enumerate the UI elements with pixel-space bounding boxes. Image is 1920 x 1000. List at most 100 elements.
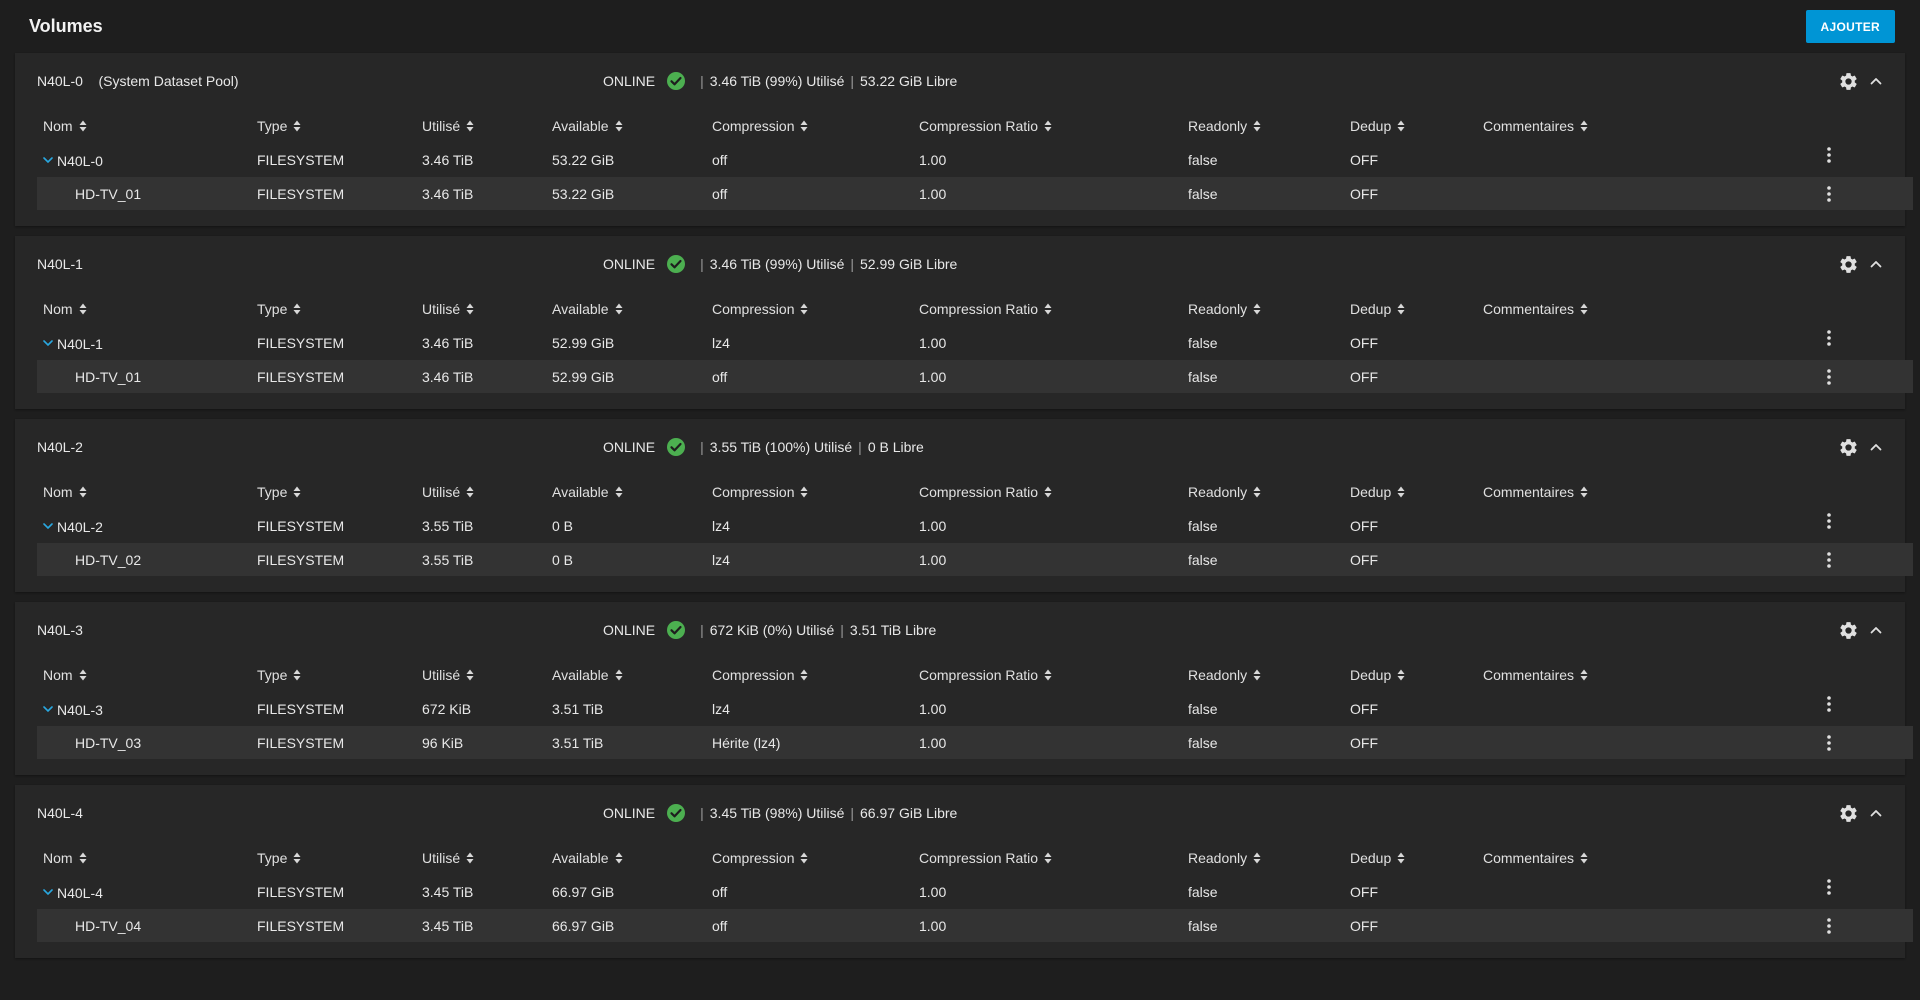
sort-icon[interactable] [800, 668, 808, 681]
column-header-readonly[interactable]: Readonly [1182, 658, 1344, 692]
column-header-type[interactable]: Type [251, 841, 416, 875]
column-header-name[interactable]: Nom [37, 475, 251, 509]
column-header-name[interactable]: Nom [37, 658, 251, 692]
sort-icon[interactable] [1044, 485, 1052, 498]
column-header-name[interactable]: Nom [37, 292, 251, 326]
column-header-used[interactable]: Utilisé [416, 475, 546, 509]
column-header-dedup[interactable]: Dedup [1344, 475, 1477, 509]
sort-icon[interactable] [79, 485, 87, 498]
table-row[interactable]: N40L-4 FILESYSTEM 3.45 TiB 66.97 GiB off 1.00… [37, 875, 1913, 909]
sort-icon[interactable] [1044, 851, 1052, 864]
column-header-comments[interactable]: Commentaires [1477, 841, 1827, 875]
table-row[interactable]: HD-TV_03 FILESYSTEM 96 KiB 3.51 TiB Hérite (… [37, 726, 1913, 759]
sort-icon[interactable] [1580, 119, 1588, 132]
column-header-compression[interactable]: Compression [706, 841, 913, 875]
sort-icon[interactable] [800, 851, 808, 864]
more-vert-icon[interactable] [1827, 369, 1831, 385]
sort-icon[interactable] [293, 851, 301, 864]
column-header-name[interactable]: Nom [37, 841, 251, 875]
column-header-compression-ratio[interactable]: Compression Ratio [913, 658, 1182, 692]
column-header-available[interactable]: Available [546, 292, 706, 326]
gear-icon[interactable] [1838, 803, 1859, 824]
sort-icon[interactable] [615, 119, 623, 132]
column-header-compression-ratio[interactable]: Compression Ratio [913, 292, 1182, 326]
more-vert-icon[interactable] [1827, 513, 1831, 530]
sort-icon[interactable] [1397, 119, 1405, 132]
sort-icon[interactable] [466, 302, 474, 315]
table-row[interactable]: HD-TV_01 FILESYSTEM 3.46 TiB 52.99 GiB off 1.… [37, 360, 1913, 393]
column-header-dedup[interactable]: Dedup [1344, 109, 1477, 143]
sort-icon[interactable] [293, 119, 301, 132]
column-header-readonly[interactable]: Readonly [1182, 292, 1344, 326]
sort-icon[interactable] [800, 302, 808, 315]
chevron-down-icon[interactable] [43, 334, 53, 347]
sort-icon[interactable] [615, 302, 623, 315]
table-row[interactable]: HD-TV_01 FILESYSTEM 3.46 TiB 53.22 GiB off 1.… [37, 177, 1913, 210]
sort-icon[interactable] [1580, 668, 1588, 681]
table-row[interactable]: N40L-2 FILESYSTEM 3.55 TiB 0 B lz4 1.00 false O… [37, 509, 1913, 543]
sort-icon[interactable] [293, 485, 301, 498]
chevron-up-icon[interactable] [1869, 623, 1883, 637]
sort-icon[interactable] [1044, 668, 1052, 681]
more-vert-icon[interactable] [1827, 186, 1831, 202]
chevron-down-icon[interactable] [43, 700, 53, 713]
sort-icon[interactable] [1397, 485, 1405, 498]
column-header-compression-ratio[interactable]: Compression Ratio [913, 109, 1182, 143]
column-header-dedup[interactable]: Dedup [1344, 841, 1477, 875]
column-header-readonly[interactable]: Readonly [1182, 475, 1344, 509]
column-header-comments[interactable]: Commentaires [1477, 292, 1827, 326]
column-header-comments[interactable]: Commentaires [1477, 109, 1827, 143]
chevron-up-icon[interactable] [1869, 74, 1883, 88]
column-header-type[interactable]: Type [251, 475, 416, 509]
sort-icon[interactable] [615, 485, 623, 498]
column-header-type[interactable]: Type [251, 292, 416, 326]
sort-icon[interactable] [1580, 302, 1588, 315]
sort-icon[interactable] [79, 119, 87, 132]
table-row[interactable]: HD-TV_04 FILESYSTEM 3.45 TiB 66.97 GiB off 1.… [37, 909, 1913, 942]
column-header-name[interactable]: Nom [37, 109, 251, 143]
column-header-type[interactable]: Type [251, 658, 416, 692]
column-header-compression[interactable]: Compression [706, 109, 913, 143]
chevron-down-icon[interactable] [43, 883, 53, 896]
sort-icon[interactable] [1044, 302, 1052, 315]
column-header-used[interactable]: Utilisé [416, 658, 546, 692]
table-row[interactable]: N40L-0 FILESYSTEM 3.46 TiB 53.22 GiB off 1.00… [37, 143, 1913, 177]
sort-icon[interactable] [1253, 485, 1261, 498]
sort-icon[interactable] [1580, 485, 1588, 498]
sort-icon[interactable] [615, 851, 623, 864]
chevron-up-icon[interactable] [1869, 806, 1883, 820]
table-row[interactable]: N40L-3 FILESYSTEM 672 KiB 3.51 TiB lz4 1.00 fa… [37, 692, 1913, 726]
sort-icon[interactable] [293, 302, 301, 315]
column-header-dedup[interactable]: Dedup [1344, 292, 1477, 326]
sort-icon[interactable] [800, 485, 808, 498]
column-header-type[interactable]: Type [251, 109, 416, 143]
column-header-available[interactable]: Available [546, 475, 706, 509]
column-header-compression-ratio[interactable]: Compression Ratio [913, 475, 1182, 509]
column-header-available[interactable]: Available [546, 841, 706, 875]
column-header-available[interactable]: Available [546, 109, 706, 143]
more-vert-icon[interactable] [1827, 147, 1831, 164]
sort-icon[interactable] [1044, 119, 1052, 132]
sort-icon[interactable] [1253, 302, 1261, 315]
sort-icon[interactable] [466, 485, 474, 498]
sort-icon[interactable] [1580, 851, 1588, 864]
gear-icon[interactable] [1838, 71, 1859, 92]
chevron-down-icon[interactable] [43, 151, 53, 164]
table-row[interactable]: HD-TV_02 FILESYSTEM 3.55 TiB 0 B lz4 1.00 fals… [37, 543, 1913, 576]
chevron-up-icon[interactable] [1869, 257, 1883, 271]
sort-icon[interactable] [1397, 851, 1405, 864]
sort-icon[interactable] [1253, 851, 1261, 864]
column-header-compression[interactable]: Compression [706, 475, 913, 509]
table-row[interactable]: N40L-1 FILESYSTEM 3.46 TiB 52.99 GiB lz4 1.00… [37, 326, 1913, 360]
column-header-used[interactable]: Utilisé [416, 292, 546, 326]
more-vert-icon[interactable] [1827, 330, 1831, 347]
column-header-readonly[interactable]: Readonly [1182, 841, 1344, 875]
column-header-readonly[interactable]: Readonly [1182, 109, 1344, 143]
sort-icon[interactable] [293, 668, 301, 681]
sort-icon[interactable] [466, 119, 474, 132]
gear-icon[interactable] [1838, 620, 1859, 641]
more-vert-icon[interactable] [1827, 918, 1831, 934]
column-header-dedup[interactable]: Dedup [1344, 658, 1477, 692]
sort-icon[interactable] [800, 119, 808, 132]
more-vert-icon[interactable] [1827, 735, 1831, 751]
